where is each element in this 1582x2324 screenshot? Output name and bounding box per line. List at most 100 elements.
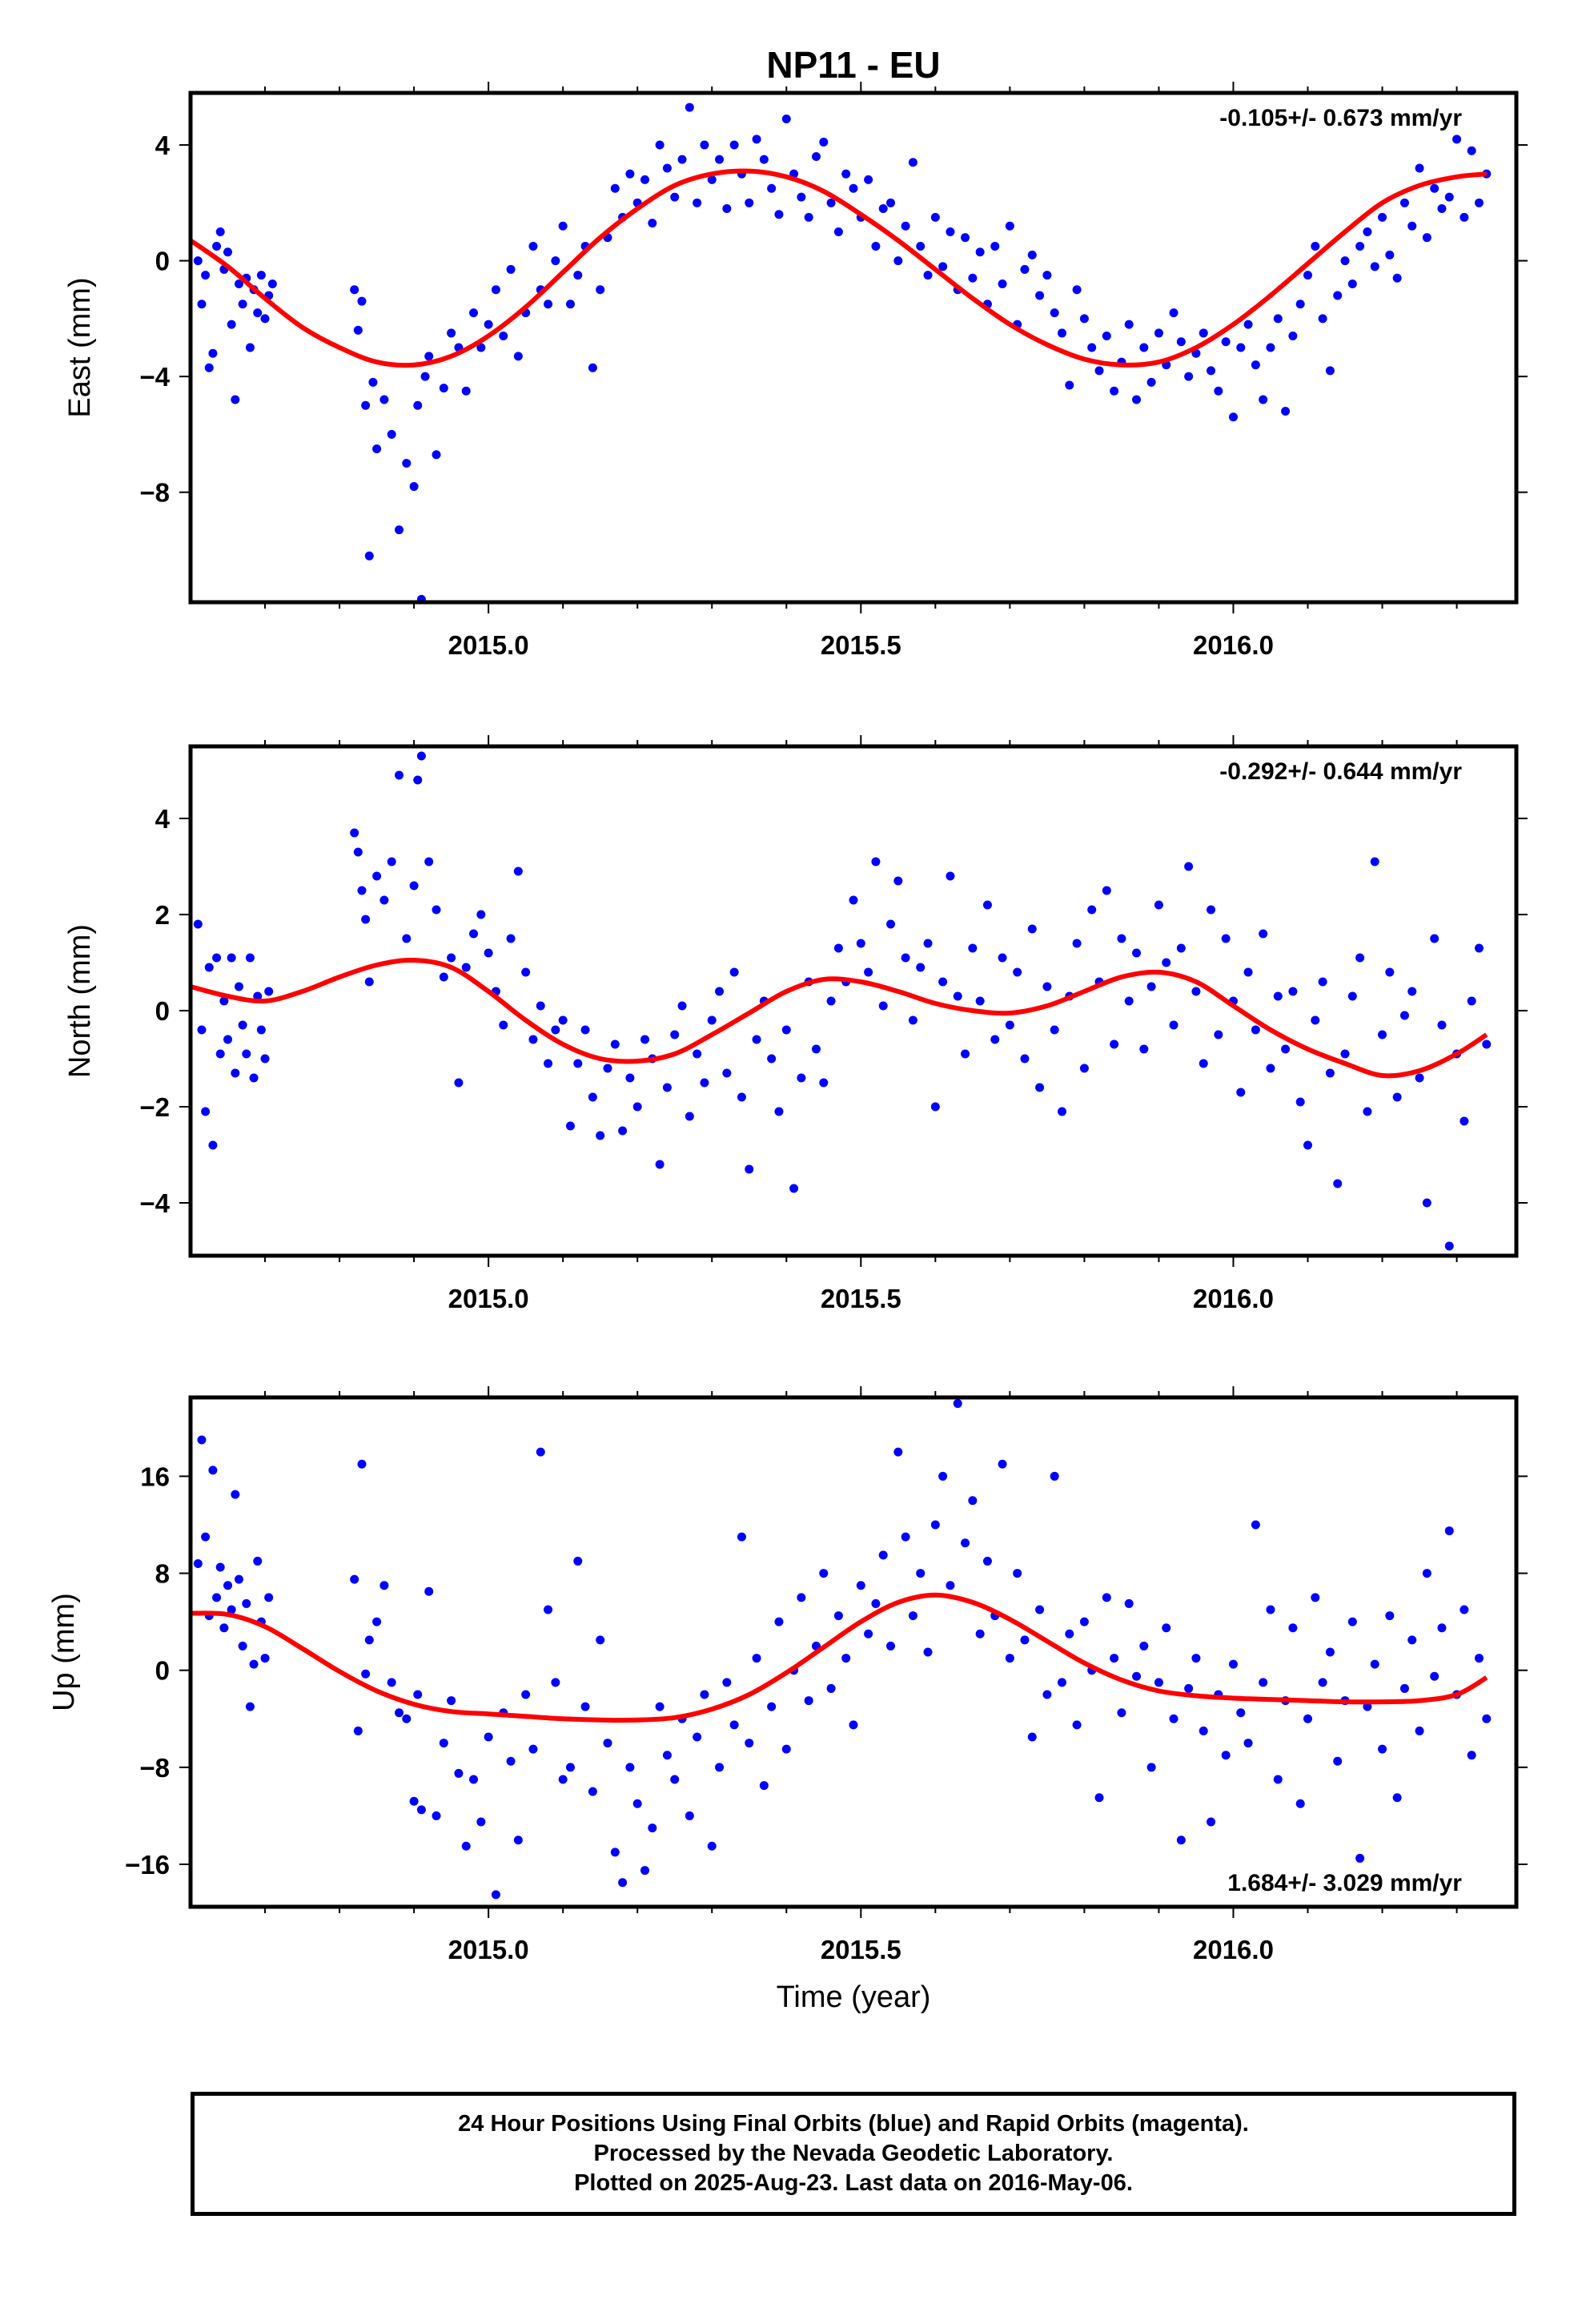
data-point [923, 271, 933, 280]
data-point [1385, 967, 1395, 977]
data-point [242, 1049, 251, 1059]
x-tick-label: 2016.0 [1193, 1935, 1274, 1964]
data-point [715, 1763, 725, 1772]
data-point [544, 300, 553, 309]
data-point [1221, 337, 1231, 347]
data-point [797, 1593, 806, 1602]
data-point [1094, 366, 1104, 376]
data-point [662, 1083, 672, 1092]
data-point [432, 905, 441, 915]
data-point [1050, 1471, 1059, 1481]
data-point [1444, 192, 1454, 202]
data-point [1415, 1073, 1424, 1083]
data-point [361, 1669, 371, 1679]
data-point [394, 770, 404, 780]
data-point [409, 881, 419, 891]
plot-frame [188, 90, 1519, 605]
plot-frame [188, 744, 1519, 1258]
data-point [1444, 1526, 1454, 1536]
data-point [610, 183, 620, 193]
data-point [1318, 314, 1327, 324]
data-point [826, 996, 836, 1006]
data-point [1474, 943, 1484, 953]
data-point [215, 1562, 225, 1572]
data-point [573, 1059, 583, 1068]
data-point [1184, 862, 1194, 871]
data-point [1191, 1654, 1201, 1663]
data-point [234, 1574, 243, 1584]
y-tick-label: −4 [139, 362, 170, 392]
y-tick-label: 4 [155, 131, 171, 160]
data-point [201, 1532, 211, 1542]
data-point [916, 1569, 926, 1578]
data-point [402, 459, 412, 468]
data-point [968, 273, 978, 283]
data-point [759, 1781, 769, 1791]
data-point [353, 325, 363, 335]
data-point [364, 977, 374, 987]
data-point [596, 285, 605, 295]
data-point [804, 212, 813, 222]
data-point [1102, 332, 1111, 341]
data-point [767, 1054, 777, 1063]
data-point [409, 481, 419, 491]
data-point [1035, 291, 1045, 300]
y-tick-label: −8 [139, 478, 170, 508]
data-point [256, 271, 266, 280]
data-point [1266, 1063, 1275, 1073]
data-point [1042, 982, 1052, 991]
data-point [923, 939, 933, 948]
data-point [878, 1550, 888, 1560]
data-point [1005, 1654, 1014, 1663]
data-point [439, 1739, 448, 1748]
data-point [953, 1399, 962, 1409]
data-point [253, 1556, 263, 1566]
chart-title: NP11 - EU [766, 44, 940, 86]
data-point [1333, 291, 1343, 300]
data-point [923, 1647, 933, 1657]
rate-label: -0.292+/- 0.644 mm/yr [1219, 758, 1462, 785]
fit-curve [191, 957, 1488, 1079]
data-point [204, 363, 214, 372]
data-point [372, 444, 382, 453]
data-point [1013, 1569, 1022, 1578]
data-point [1295, 300, 1305, 309]
data-point [1162, 958, 1171, 967]
data-point [379, 895, 389, 905]
data-point [197, 1025, 207, 1035]
data-point [193, 1558, 203, 1568]
footer-line-1: 24 Hour Positions Using Final Orbits (bl… [458, 2111, 1249, 2137]
data-point [707, 1841, 717, 1851]
data-point [886, 1641, 896, 1651]
y-tick-label: −16 [125, 1850, 170, 1880]
data-point [208, 348, 218, 358]
data-point [588, 1092, 597, 1102]
data-point [1228, 1659, 1238, 1669]
data-point [774, 210, 784, 219]
data-point [1303, 1140, 1313, 1150]
data-point [439, 972, 448, 982]
data-point [1399, 198, 1409, 207]
data-point [1065, 1629, 1074, 1638]
data-point [1102, 886, 1111, 895]
data-point [625, 1763, 635, 1772]
data-point [1176, 943, 1186, 953]
data-point [752, 1035, 761, 1044]
data-point [618, 1878, 628, 1888]
data-point [357, 1459, 367, 1469]
data-point [1243, 967, 1253, 977]
data-point [197, 1435, 207, 1445]
data-point [249, 1659, 259, 1669]
data-point [811, 152, 821, 161]
data-point [1318, 977, 1327, 987]
data-point [350, 285, 359, 295]
data-point [1355, 242, 1365, 251]
data-point [1169, 1714, 1178, 1723]
data-point [722, 204, 732, 214]
data-point [1191, 987, 1201, 996]
data-point [841, 169, 851, 179]
data-point [729, 140, 739, 150]
data-point [201, 1107, 211, 1116]
data-point [1259, 395, 1268, 404]
data-point [447, 1696, 456, 1706]
